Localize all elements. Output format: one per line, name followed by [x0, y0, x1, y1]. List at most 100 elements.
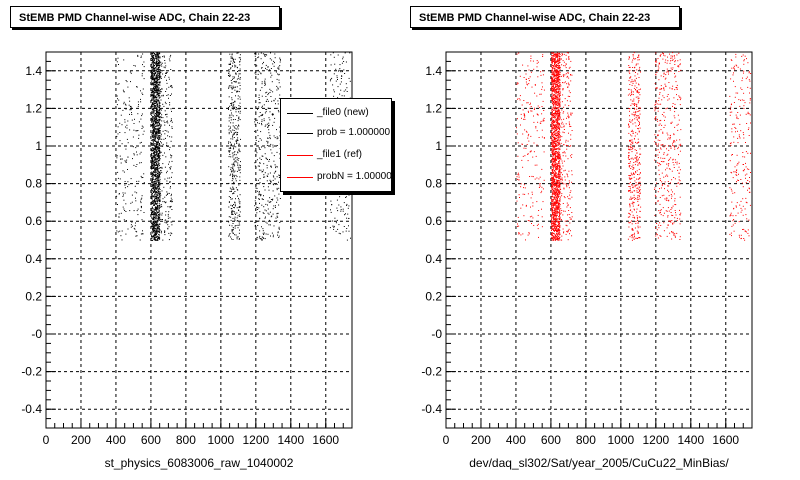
data-point [342, 231, 344, 233]
data-point [530, 135, 532, 137]
data-point [151, 105, 153, 107]
data-point [237, 227, 239, 229]
data-point [159, 237, 161, 239]
data-point [518, 176, 520, 178]
data-point [262, 169, 264, 171]
data-point [157, 141, 158, 143]
data-point [141, 115, 143, 117]
data-point [156, 215, 158, 217]
data-point [555, 154, 556, 156]
data-point [554, 228, 556, 230]
data-point [554, 116, 556, 117]
data-point [231, 114, 233, 116]
data-point [158, 147, 160, 149]
data-point [171, 172, 173, 174]
data-point [156, 70, 158, 72]
data-point [254, 162, 256, 164]
data-point [158, 75, 160, 77]
data-point [551, 142, 553, 144]
data-point [232, 229, 234, 231]
data-point [151, 210, 153, 212]
data-point [552, 106, 554, 108]
data-point [236, 134, 238, 136]
data-point [559, 92, 561, 94]
data-point [269, 134, 271, 136]
data-point [228, 125, 230, 127]
data-point [151, 74, 153, 76]
data-point [151, 57, 153, 59]
data-point [155, 147, 157, 149]
data-point [239, 176, 241, 178]
data-point [151, 60, 153, 61]
data-point [169, 167, 171, 169]
data-point [152, 96, 154, 98]
data-point [162, 56, 164, 58]
data-point [555, 92, 557, 94]
data-point [156, 152, 158, 154]
data-point [160, 78, 162, 79]
data-point [158, 52, 160, 54]
data-point [151, 70, 153, 72]
data-point [151, 175, 153, 177]
data-point [519, 197, 520, 198]
data-point [553, 97, 555, 99]
data-point [559, 117, 561, 119]
data-point [158, 131, 160, 133]
data-point [153, 139, 155, 141]
data-point [516, 133, 518, 135]
data-point [157, 89, 159, 91]
data-point [231, 180, 233, 182]
data-point [171, 87, 173, 89]
legend-swatch [287, 177, 313, 178]
data-point [333, 89, 335, 91]
data-point [270, 235, 271, 237]
data-point [536, 113, 538, 115]
data-point [518, 174, 520, 176]
data-point [154, 71, 156, 73]
data-point [154, 127, 156, 129]
data-point [154, 103, 156, 105]
data-point [552, 158, 554, 160]
x-tick-label: 1400 [277, 433, 304, 447]
data-point [130, 109, 132, 111]
data-point [258, 199, 260, 200]
data-point [554, 63, 556, 65]
data-point [554, 160, 556, 162]
data-point [238, 164, 240, 166]
data-point [119, 230, 121, 232]
data-point [170, 205, 172, 207]
data-point [161, 166, 163, 168]
data-point [237, 189, 239, 191]
data-point [274, 117, 276, 119]
data-point [155, 233, 157, 235]
data-point [153, 200, 155, 202]
data-point [158, 114, 160, 116]
data-point [555, 135, 557, 136]
data-point [155, 236, 157, 238]
data-point [157, 98, 159, 100]
data-point [534, 84, 536, 86]
data-point [152, 239, 154, 241]
data-point [257, 122, 258, 124]
data-point [540, 192, 542, 194]
data-point [537, 105, 539, 107]
data-point [154, 96, 156, 98]
data-point [156, 102, 158, 104]
data-point [336, 219, 338, 221]
data-point [277, 199, 279, 201]
data-point [156, 236, 158, 238]
data-point [518, 233, 520, 235]
data-point [553, 109, 555, 111]
data-point [272, 175, 274, 177]
data-point [126, 159, 128, 161]
data-point [255, 224, 256, 226]
data-point [166, 180, 168, 182]
data-point [152, 182, 154, 184]
data-point [150, 220, 152, 222]
data-point [259, 165, 260, 167]
data-point [258, 140, 260, 142]
data-point [543, 117, 545, 119]
data-point [523, 100, 525, 101]
data-point [158, 197, 160, 199]
data-point [155, 80, 157, 82]
